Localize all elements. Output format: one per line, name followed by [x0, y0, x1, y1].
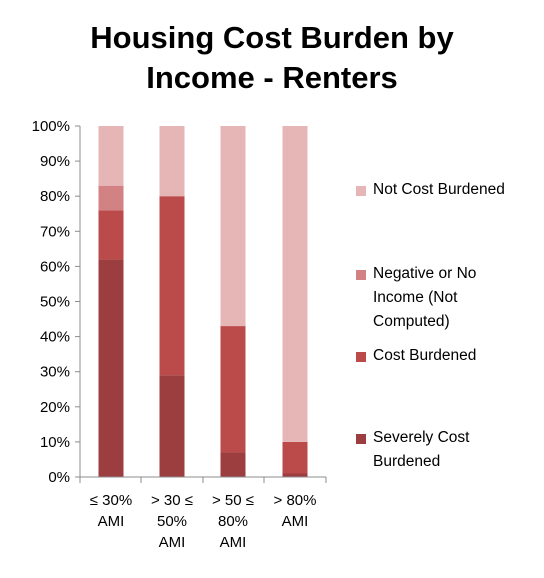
legend-label: Cost Burdened: [373, 347, 477, 364]
bar-segment-1-series-1: [98, 259, 124, 477]
y-tick-label: 20%: [40, 399, 70, 416]
y-tick-label: 10%: [40, 434, 70, 451]
bar-segment-1-series-2: [98, 210, 124, 260]
bar-segment-3-series-2: [220, 326, 246, 453]
bar-segment-1-series-4: [98, 126, 124, 186]
bar-segment-2-series-2: [159, 196, 185, 376]
bar-segment-2-series-1: [159, 375, 185, 477]
legend-swatch: [356, 186, 366, 196]
y-tick-label: 90%: [40, 153, 70, 170]
bar-segment-4-series-4: [282, 126, 308, 442]
x-category-label: > 30 ≤50% AMI: [151, 492, 193, 551]
legend-label: Severely Cost Burdened: [373, 429, 470, 470]
y-tick-label: 30%: [40, 364, 70, 381]
y-tick-label: 60%: [40, 258, 70, 275]
legend-label: Negative or No Income (Not Computed): [373, 265, 477, 330]
x-category-label: ≤ 30% AMI: [90, 492, 132, 530]
y-tick-label: 70%: [40, 223, 70, 240]
y-tick-label: 40%: [40, 329, 70, 346]
legend-label: Not Cost Burdened: [373, 181, 505, 198]
bar-segment-3-series-1: [220, 452, 246, 477]
legend-swatch: [356, 270, 366, 280]
bar-segment-4-series-1: [282, 473, 308, 477]
bar-segment-1-series-3: [98, 185, 124, 211]
chart-title-line-2: Income - Renters: [146, 60, 398, 95]
legend-swatch: [356, 352, 366, 362]
chart-title-line-1: Housing Cost Burden by: [90, 20, 454, 55]
y-tick-label: 0%: [48, 469, 70, 486]
bar-segment-2-series-4: [159, 126, 185, 197]
x-category-label: > 80% AMI: [274, 492, 317, 530]
chart-title: Housing Cost Burden by Income - Renters: [0, 18, 544, 98]
bar-segment-4-series-2: [282, 441, 308, 474]
bar-segment-3-series-4: [220, 126, 246, 327]
legend-swatch: [356, 434, 366, 444]
y-tick-label: 80%: [40, 188, 70, 205]
x-category-label: > 50 ≤80% AMI: [212, 492, 254, 551]
y-tick-label: 100%: [32, 118, 70, 135]
y-tick-label: 50%: [40, 294, 70, 311]
